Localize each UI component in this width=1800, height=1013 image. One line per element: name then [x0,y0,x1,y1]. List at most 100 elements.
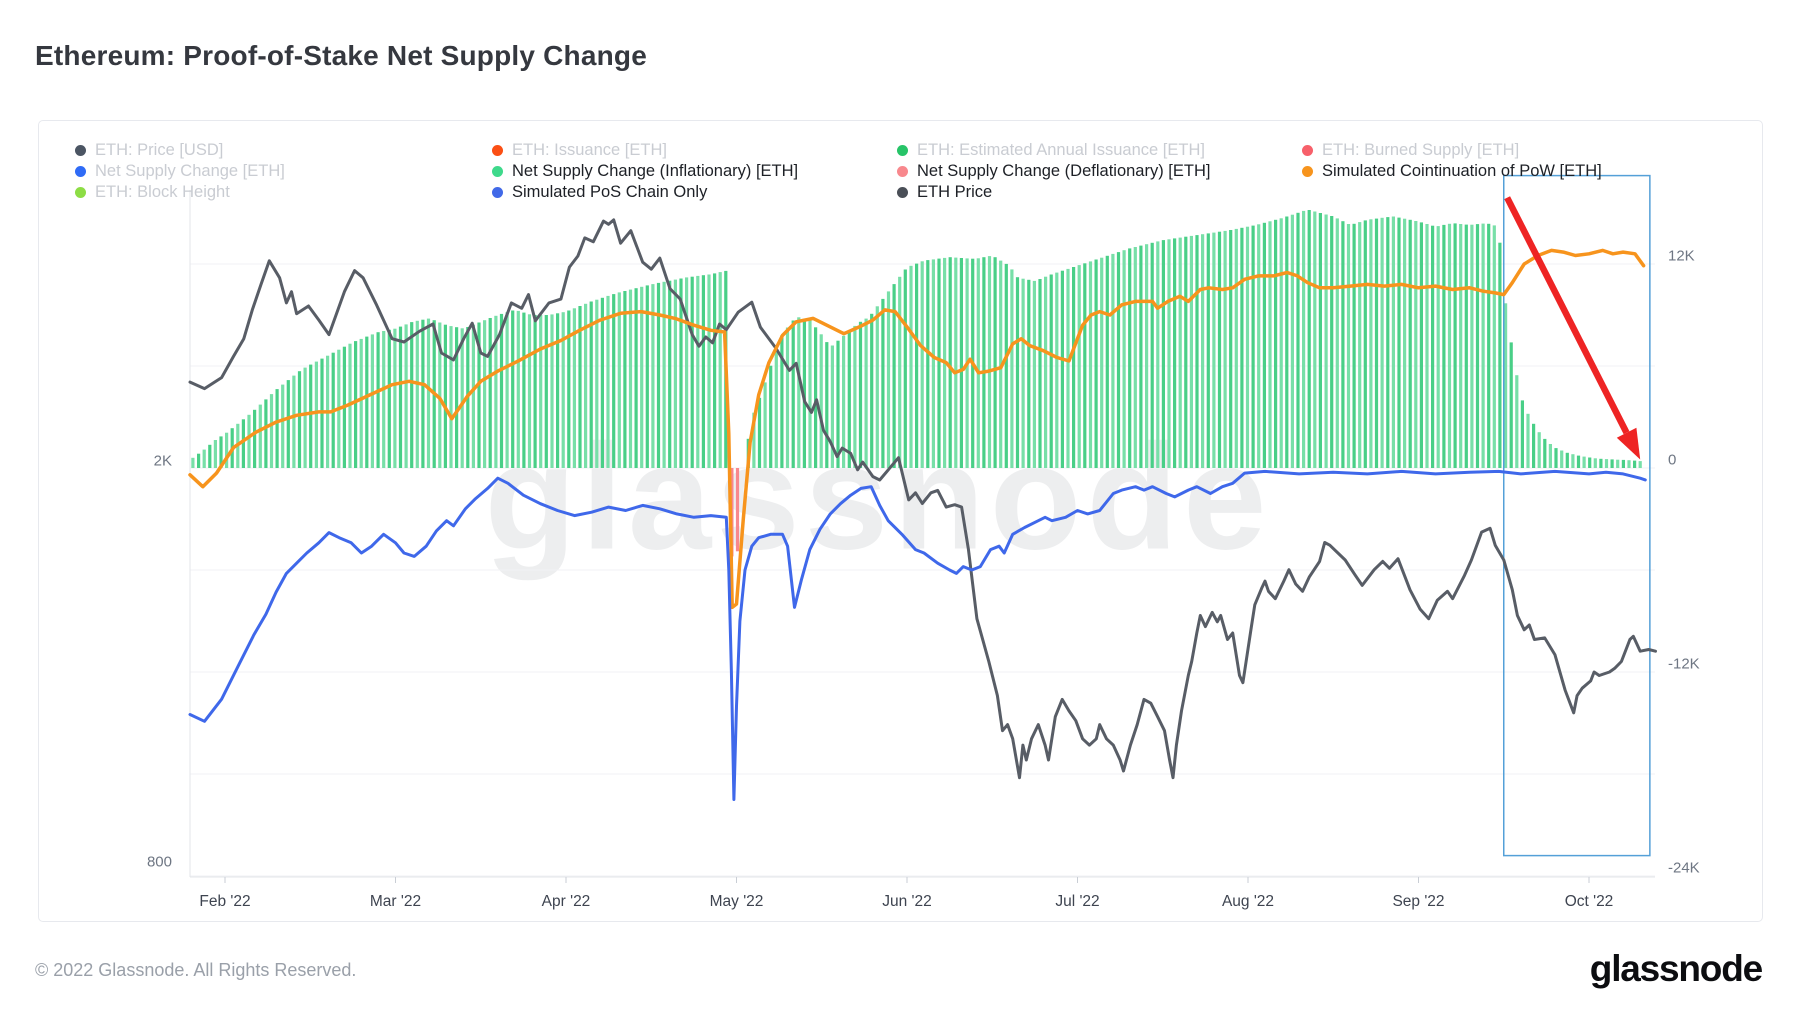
supply-bar [359,338,363,468]
supply-bar [1475,224,1480,468]
supply-bar [258,404,262,468]
supply-bar [404,324,408,468]
supply-bar [544,315,548,468]
legend-item[interactable]: ETH: Block Height [75,182,230,202]
supply-bar [696,275,700,468]
supply-bar [903,269,907,468]
supply-bar [645,285,649,468]
series-dot-icon [1302,144,1313,156]
supply-bar [1526,413,1530,468]
supply-bar [1217,231,1222,468]
supply-bar [539,315,543,468]
supply-bar [376,332,380,468]
supply-bar [595,299,599,468]
supply-bar [483,320,487,468]
x-axis-label: Aug '22 [1221,893,1275,910]
legend-item[interactable]: Simulated Cointinuation of PoW [ETH] [1302,161,1602,181]
supply-bar [488,318,492,468]
glassnode-logo[interactable]: glassnode [1589,948,1763,989]
supply-bar [1403,218,1407,468]
trend-arrow-shaft [1504,196,1630,435]
supply-bar [718,272,722,468]
supply-bar [757,397,762,468]
legend-item-label: ETH: Burned Supply [ETH] [1322,141,1520,159]
supply-bar [1436,226,1440,468]
supply-bar [830,345,834,468]
supply-bar [870,313,874,468]
supply-bar [1588,457,1592,468]
supply-bar [1004,263,1008,468]
supply-bar [365,336,369,468]
supply-bar [1116,252,1121,468]
x-axis-label: Oct '22 [1564,893,1614,910]
legend-item[interactable]: ETH: Burned Supply [ETH] [1302,140,1519,160]
y-axis-right-label: 0 [1668,451,1677,469]
series-dot-icon [75,144,86,156]
supply-bar [1341,221,1345,468]
supply-bar [931,259,935,468]
legend-item-label: ETH: Price [USD] [95,141,224,159]
y-axis-right-label: 12K [1668,247,1695,265]
supply-bar [505,312,509,468]
legend-item[interactable]: ETH: Estimated Annual Issuance [ETH] [897,140,1205,160]
supply-bar [1279,218,1283,468]
supply-bar [281,384,285,468]
series-dot-icon [492,144,503,156]
legend-item-label: Simulated Cointinuation of PoW [ETH] [1322,162,1602,180]
supply-bar [527,314,532,468]
y-axis-right-label: -24K [1668,859,1700,877]
supply-bar [533,315,537,468]
legend-item[interactable]: Net Supply Change (Deflationary) [ETH] [897,161,1210,181]
supply-bar [1167,239,1171,468]
supply-bar [853,325,857,468]
supply-bar [959,258,963,468]
supply-bar [1492,225,1496,468]
legend-item[interactable]: Net Supply Change (Inflationary) [ETH] [492,161,798,181]
trend-arrow-head [1616,427,1641,460]
supply-bar [253,409,257,468]
supply-bar [1638,461,1642,468]
supply-bar [286,380,290,468]
supply-bar [1543,438,1547,468]
supply-bar [1627,460,1631,468]
supply-bar [1150,242,1154,468]
supply-bar [219,436,223,468]
supply-bar [1616,459,1620,468]
legend-item[interactable]: ETH: Issuance [ETH] [492,140,667,160]
supply-bar [421,319,425,468]
legend-item[interactable]: ETH: Price [USD] [75,140,223,160]
series-dot-icon [897,186,908,198]
legend-item[interactable]: ETH Price [897,182,992,202]
legend-item[interactable]: Simulated PoS Chain Only [492,182,707,202]
supply-bar [550,314,554,468]
supply-bar [1262,222,1266,468]
supply-bar [1156,241,1160,468]
supply-bar [516,310,520,468]
supply-bar [410,322,414,468]
supply-bar [1391,216,1395,468]
supply-bar [1369,219,1373,468]
supply-bar [1397,217,1401,468]
x-axis-label: Jul '22 [1055,893,1100,910]
legend-item-label: ETH: Estimated Annual Issuance [ETH] [917,141,1205,159]
supply-bar [808,320,812,468]
supply-bar [1425,224,1429,468]
supply-bar [1139,245,1143,468]
series-dot-icon [492,165,503,177]
supply-bar [1335,218,1339,468]
supply-bar [1111,253,1115,468]
legend-item-label: ETH: Issuance [ETH] [512,141,667,159]
supply-bar [1201,234,1205,468]
supply-bar [982,257,986,468]
supply-bar [1447,223,1452,468]
supply-bar [1251,225,1255,468]
supply-bar [1184,236,1188,468]
supply-bar [662,281,666,468]
legend-item[interactable]: Net Supply Change [ETH] [75,161,285,181]
page-title: Ethereum: Proof-of-Stake Net Supply Chan… [35,40,648,71]
supply-bar [494,315,498,468]
supply-bar [1318,213,1322,468]
supply-bar [264,399,268,468]
